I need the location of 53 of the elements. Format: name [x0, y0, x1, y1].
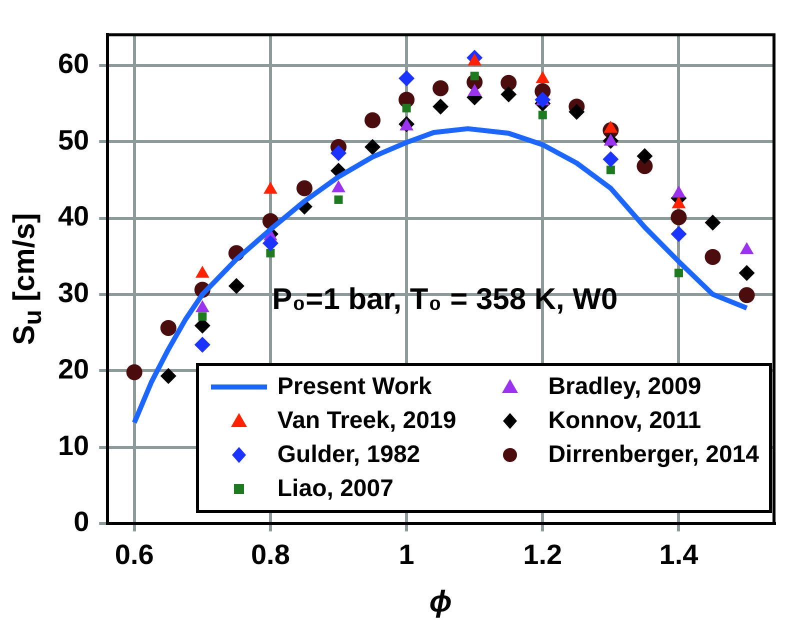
legend-label: Present Work [277, 373, 432, 402]
x-tick-label: 1.4 [659, 538, 699, 570]
y-tick-label: 60 [58, 48, 90, 80]
point [402, 104, 411, 112]
point [432, 80, 449, 96]
point [538, 110, 547, 120]
legend-label: Bradley, 2009 [548, 373, 702, 402]
y-tick-label: 20 [58, 353, 90, 384]
point [704, 214, 721, 231]
x-tick-label: 1.2 [523, 538, 562, 570]
legend-label: Van Treek, 2019 [277, 407, 456, 436]
point [296, 180, 312, 196]
y-tick-label: 30 [58, 277, 90, 308]
point [568, 104, 585, 120]
point [704, 248, 721, 265]
point [160, 320, 176, 336]
point [670, 226, 687, 242]
point [606, 166, 615, 174]
point [602, 151, 619, 168]
point [738, 264, 755, 281]
point [470, 72, 479, 80]
x-tick-label: 1 [398, 538, 414, 570]
legend-label: Dirrenberger, 2014 [548, 441, 759, 470]
point [262, 235, 278, 252]
point [738, 287, 755, 304]
legend-label: Konnov, 2011 [548, 407, 702, 436]
point [500, 74, 517, 91]
point [500, 86, 517, 102]
point [198, 312, 207, 321]
y-tick-label: 10 [58, 430, 90, 461]
legend-label: Liao, 2007 [277, 475, 394, 504]
point [334, 195, 343, 204]
x-axis-title: ϕ [429, 585, 452, 618]
point [364, 112, 381, 128]
point [636, 148, 653, 164]
y-tick-label: 0 [74, 506, 90, 538]
point [160, 368, 176, 384]
x-tick-label: 0.6 [114, 538, 154, 570]
point [194, 336, 210, 353]
x-tick-label: 0.8 [250, 538, 290, 570]
point [266, 248, 275, 258]
point [126, 364, 142, 380]
y-tick-label: 50 [58, 124, 90, 156]
point [432, 98, 449, 115]
point [398, 70, 415, 86]
annotation: P₀=1 bar, T₀ = 358 K, W0 [272, 283, 618, 318]
y-tick-label: 40 [58, 200, 90, 232]
point [330, 145, 347, 162]
legend-label: Gulder, 1982 [277, 441, 420, 470]
point [364, 139, 381, 156]
point [670, 209, 687, 226]
point [228, 278, 244, 294]
point [674, 268, 683, 278]
